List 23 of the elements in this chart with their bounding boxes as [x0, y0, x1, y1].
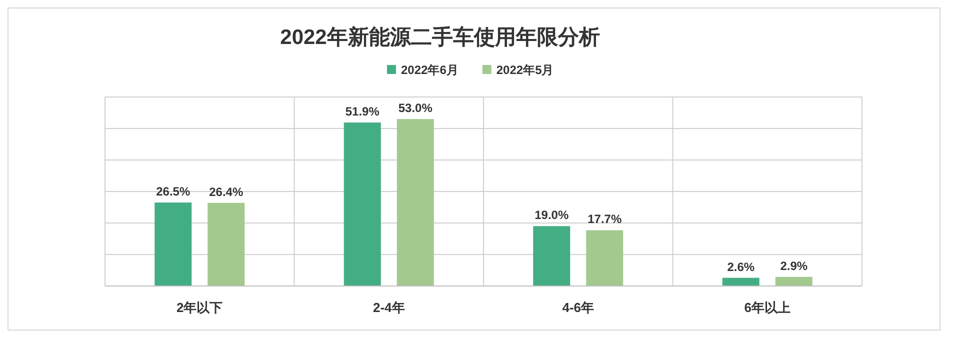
bar: [533, 226, 570, 286]
data-label: 17.7%: [588, 212, 622, 226]
chart-title: 2022年新能源二手车使用年限分析: [280, 25, 600, 49]
legend-label: 2022年6月: [401, 63, 458, 77]
legend-label: 2022年5月: [496, 63, 554, 77]
bar: [344, 122, 381, 286]
data-label: 26.5%: [156, 184, 190, 199]
x-tick-label: 2-4年: [372, 300, 405, 315]
bar: [586, 230, 624, 286]
bar: [775, 276, 812, 286]
data-label: 19.0%: [534, 208, 569, 222]
data-label: 26.4%: [209, 184, 244, 199]
x-tick-label: 4-6年: [562, 300, 594, 315]
bar: [722, 278, 760, 286]
x-tick-label: 2年以下: [176, 300, 223, 315]
data-label: 2.6%: [727, 260, 755, 274]
data-label: 51.9%: [345, 104, 380, 119]
bar: [396, 119, 434, 286]
bar: [154, 202, 192, 286]
x-tick-label: 6年以上: [744, 300, 790, 315]
data-label: 53.0%: [398, 101, 433, 116]
bar: [208, 202, 245, 286]
data-label: 2.9%: [780, 258, 808, 273]
